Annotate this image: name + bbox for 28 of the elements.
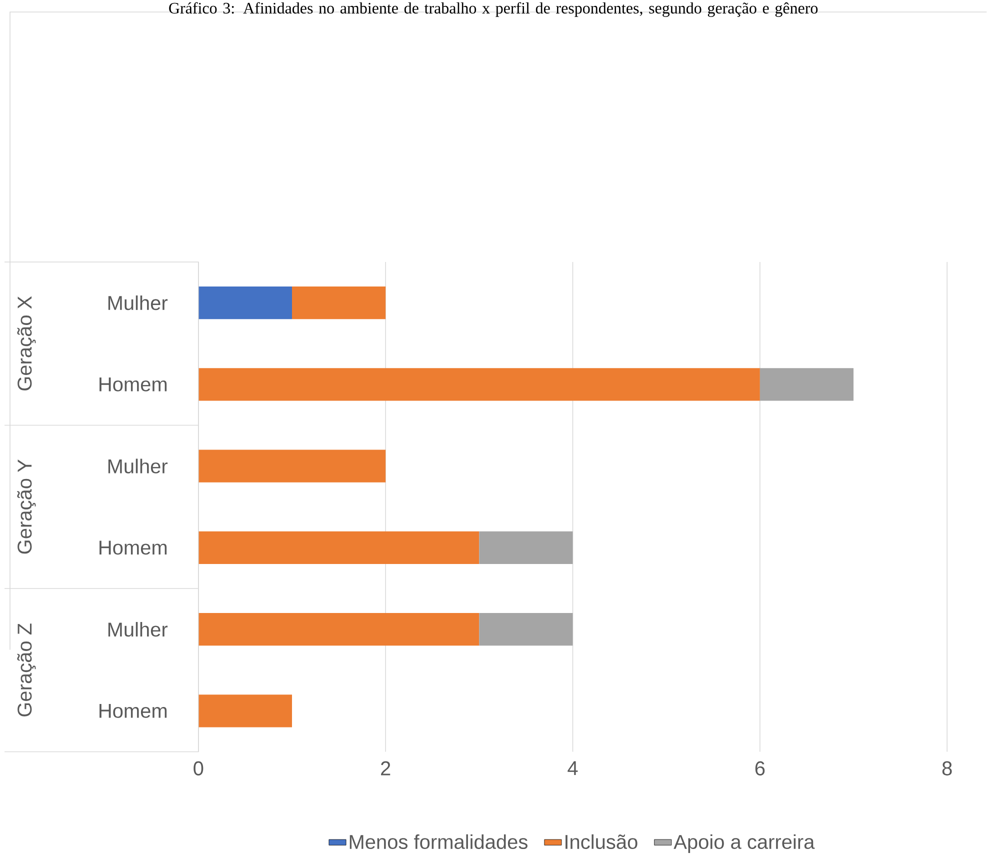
- chart-title: Gráfico 3: Afinidades no ambiente de trabalho x perfil de respondentes, segundo geração e gênero: [169, 2, 818, 17]
- text: Geração Y: [17, 459, 36, 554]
- bar: [479, 612, 573, 646]
- text: Geração Z: [17, 623, 36, 716]
- y-tick-label: Homem: [100, 704, 167, 718]
- bar: [292, 286, 386, 319]
- y-tick-label: Homem: [100, 540, 167, 554]
- y-tick-label: Mulher: [108, 622, 168, 636]
- legend-label: Apoio a carreira: [674, 834, 815, 853]
- x-tick-label: 6: [755, 761, 765, 776]
- bar: [198, 531, 480, 564]
- bar: [198, 368, 760, 401]
- bar: [198, 450, 386, 482]
- bar: [198, 612, 480, 646]
- x-tick-label: 4: [568, 761, 578, 775]
- bar: [479, 531, 573, 564]
- y-tick-label: Mulher: [108, 295, 168, 310]
- y-tick-label: Mulher: [108, 458, 168, 474]
- bar: [760, 368, 854, 401]
- y-tick-label: Homem: [100, 377, 167, 392]
- text: Geração X: [17, 296, 36, 390]
- legend-label: Inclusão: [566, 834, 638, 849]
- x-tick-label: 0: [194, 761, 204, 776]
- x-tick-label: 2: [381, 761, 390, 776]
- x-tick-label: 8: [942, 761, 952, 776]
- bar: [198, 694, 292, 728]
- bar: [198, 286, 292, 319]
- legend-label: Menos formalidades: [350, 834, 528, 849]
